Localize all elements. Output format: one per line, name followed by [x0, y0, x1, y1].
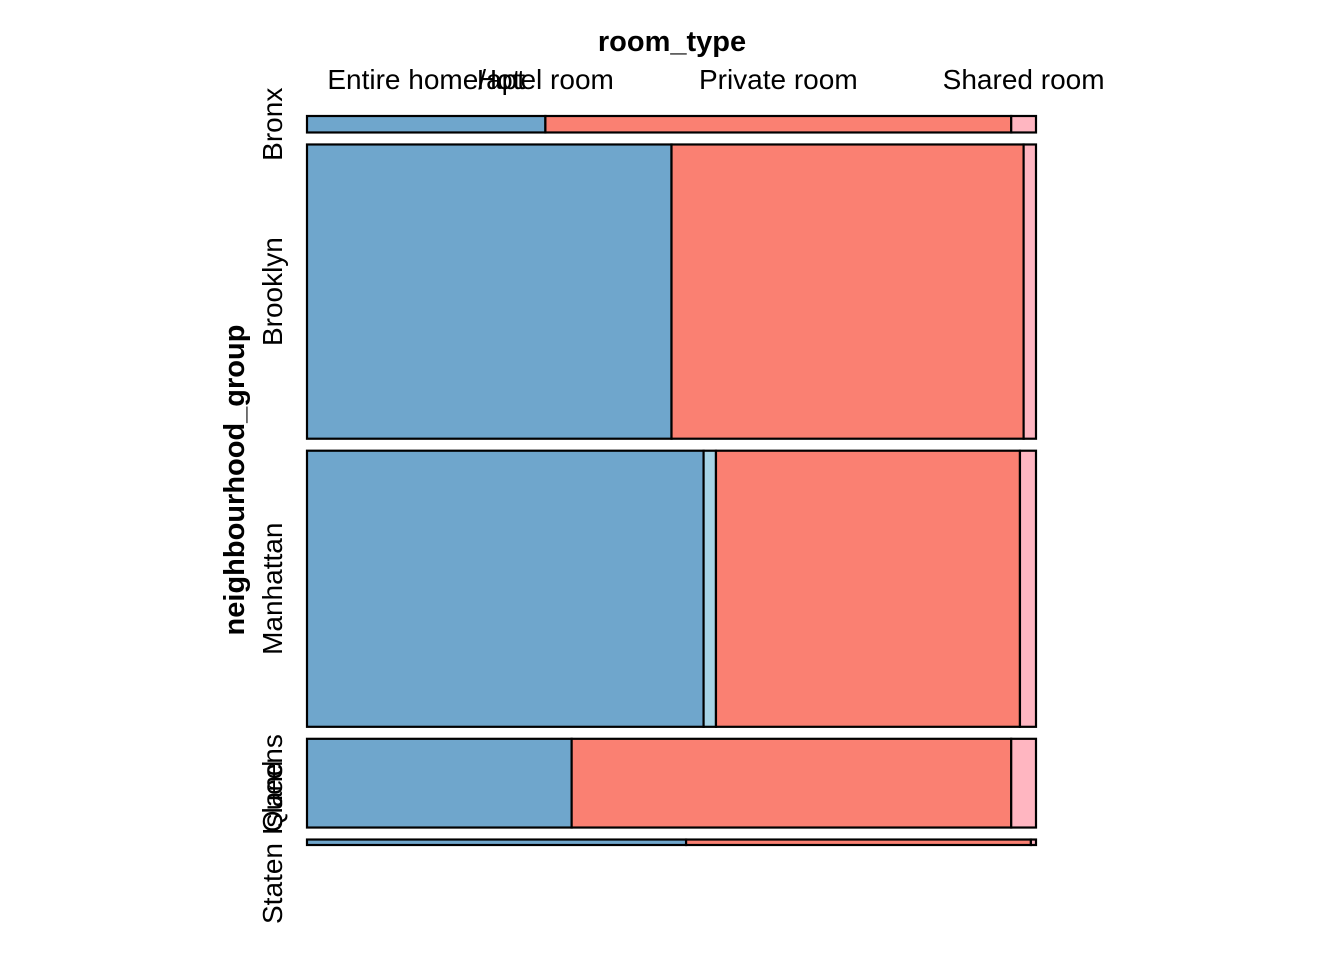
- x-tick-hotel-room: Hotel room: [477, 64, 614, 95]
- tile-brooklyn-shared-room: [1022, 143, 1038, 440]
- x-tick-private-room: Private room: [699, 64, 858, 95]
- tile-manhattan-private-room: [714, 449, 1022, 728]
- tile-manhattan-shared-room: [1018, 449, 1038, 728]
- x-tick-entire-home-apt: Entire home/apt: [327, 64, 525, 95]
- tile-brooklyn-entire-home-apt: [305, 143, 673, 440]
- tile-queens-private-room: [570, 737, 1013, 829]
- tile-brooklyn-private-room: [670, 143, 1025, 440]
- x-axis-title: room_type: [598, 26, 746, 58]
- tile-manhattan-hotel-room: [702, 449, 718, 728]
- tile-manhattan-entire-home-apt: [305, 449, 705, 728]
- y-tick-queens: Queens: [257, 734, 288, 832]
- y-axis-title: neighbourhood_group: [219, 325, 251, 636]
- y-tick-bronx: Bronx: [257, 88, 288, 161]
- tile-queens-shared-room: [1010, 737, 1038, 829]
- tile-bronx-private-room: [544, 114, 1013, 134]
- tile-bronx-entire-home-apt: [305, 114, 547, 134]
- tile-staten-island-entire-home-apt: [305, 838, 688, 847]
- x-tick-shared-room: Shared room: [943, 64, 1105, 95]
- tile-queens-entire-home-apt: [305, 737, 573, 829]
- mosaic-tiles: [305, 114, 1038, 847]
- y-tick-brooklyn: Brooklyn: [257, 237, 288, 346]
- tile-staten-island-shared-room: [1029, 838, 1038, 847]
- y-tick-manhattan: Manhattan: [257, 523, 288, 655]
- tile-bronx-shared-room: [1010, 114, 1038, 134]
- tile-staten-island-private-room: [684, 838, 1033, 847]
- y-tick-staten-island: Staten Island: [257, 761, 288, 924]
